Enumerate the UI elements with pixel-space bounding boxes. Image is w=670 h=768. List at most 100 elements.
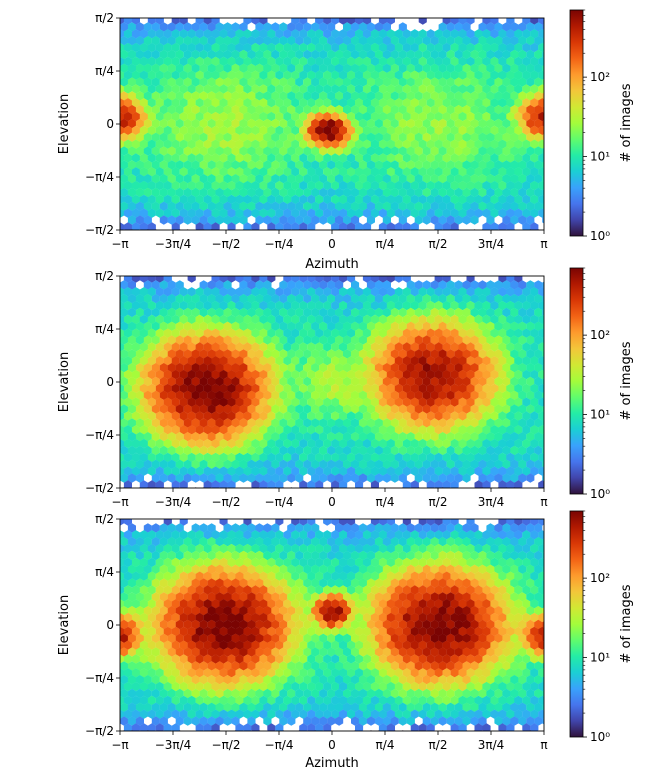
hex-bin [430,550,439,561]
hex-bin [486,105,495,115]
hex-bin [410,29,419,39]
hex-bin [538,287,544,297]
hex-bin [470,349,479,359]
hex-bin [311,36,320,46]
hex-bin [207,307,216,318]
hex-bin [163,194,172,205]
hex-bin [151,63,160,73]
hex-bin [534,36,543,46]
hex-bin [442,56,451,67]
hex-bin [211,328,220,338]
hex-bin [291,383,300,394]
hex-bin [446,36,455,46]
hex-bin [139,438,148,449]
hex-bin [120,432,128,442]
hex-bin [398,688,407,699]
hex-bin [355,466,364,476]
hex-bin [251,425,260,435]
hex-bin [462,91,471,101]
hex-bin [283,571,292,581]
hex-bin [207,146,216,156]
hex-bin [482,222,491,230]
hex-bin [131,18,140,25]
hex-bin [422,688,431,699]
hex-bin [120,70,125,80]
hex-bin [422,404,431,414]
hex-bin [438,91,447,101]
hex-bin [171,397,180,407]
hex-bin [219,111,228,122]
x-tick-label: 3π/4 [478,237,505,251]
hex-bin [299,139,308,149]
hex-bin [478,146,487,156]
hex-bin [542,51,544,58]
hex-bin [143,77,152,87]
hex-bin [347,640,356,650]
hex-bin [542,447,544,454]
hex-bin [131,543,140,554]
hex-bin [458,356,467,366]
hex-bin [402,438,411,449]
hex-bin [378,342,387,352]
hex-bin [355,411,364,421]
hex-bin [267,681,276,692]
hex-bin [267,480,276,488]
hex-bin [386,153,395,163]
hex-bin [522,640,531,650]
hex-bin [526,132,535,142]
hex-bin [123,125,132,136]
hex-bin [307,557,316,568]
hex-bin [147,585,156,595]
hex-bin [470,523,479,533]
hex-bin [470,647,479,657]
hex-bin [327,363,336,373]
hex-bin [323,56,332,67]
hex-bin [466,626,475,637]
hex-bin [255,132,264,142]
hex-bin [362,70,372,80]
hex-bin [530,167,539,177]
hex-bin [370,480,379,488]
hex-bin [422,661,431,671]
hex-bin [510,215,519,225]
hex-bin [343,105,352,115]
hex-bin [255,36,264,46]
hex-bin [386,612,395,623]
hex-bin [426,480,435,488]
hex-bin [546,112,554,121]
hex-bin [470,592,479,602]
hex-bin [510,363,519,373]
hex-bin [470,132,479,142]
hex-bin [366,432,375,442]
hex-bin [546,181,554,190]
hex-bin [398,77,407,87]
hex-bin [474,356,483,366]
hex-bin [518,36,527,46]
hex-bin [534,592,543,602]
hex-bin [370,519,379,526]
hex-bin [446,523,455,533]
hex-bin [454,537,463,547]
hex-bin [343,418,352,428]
hex-bin [358,592,368,602]
hex-bin [251,640,260,650]
hex-bin [370,356,379,366]
hex-bin [402,557,411,568]
hex-bin [490,599,499,609]
hex-bin [510,404,519,414]
hex-bin [434,56,443,67]
hex-bin [127,77,136,87]
hex-bin [275,709,284,719]
hex-bin [195,626,204,637]
hex-bin [390,702,399,712]
hex-bin [474,571,483,581]
hex-bin [243,557,252,568]
x-tick-label: π/2 [429,237,448,251]
hex-bin [183,633,192,643]
hex-bin [243,29,252,39]
hex-bin [271,321,280,331]
hex-bin [255,160,264,170]
hex-bin [135,404,144,414]
hex-bin [538,356,544,366]
hex-bin [339,585,348,595]
